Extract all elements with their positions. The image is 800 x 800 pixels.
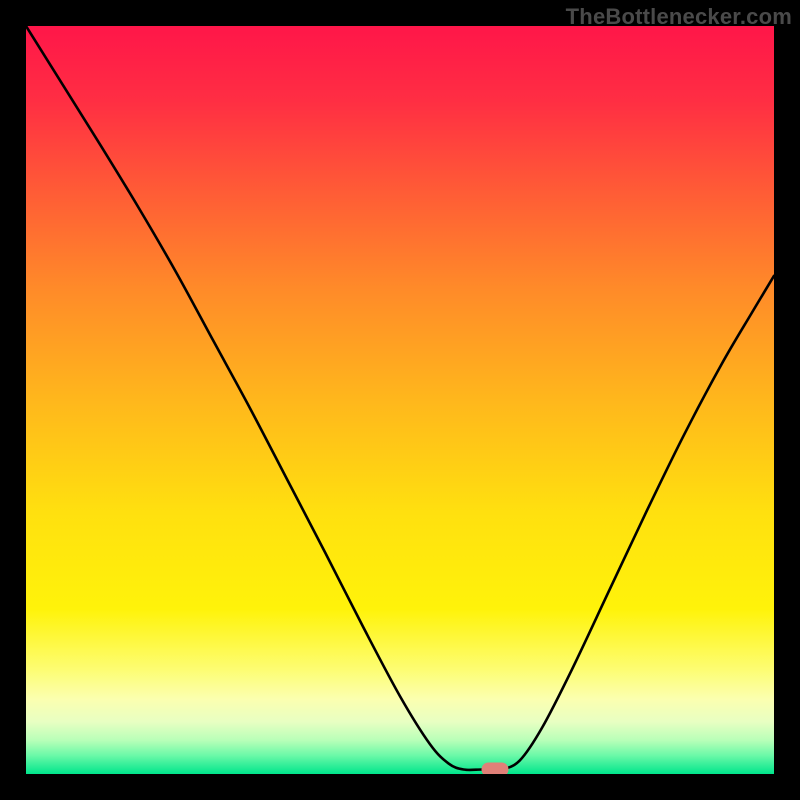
chart-container: TheBottlenecker.com — [0, 0, 800, 800]
chart-gradient-background — [26, 26, 774, 774]
watermark-text: TheBottlenecker.com — [566, 4, 792, 30]
bottleneck-curve-chart — [0, 0, 800, 800]
